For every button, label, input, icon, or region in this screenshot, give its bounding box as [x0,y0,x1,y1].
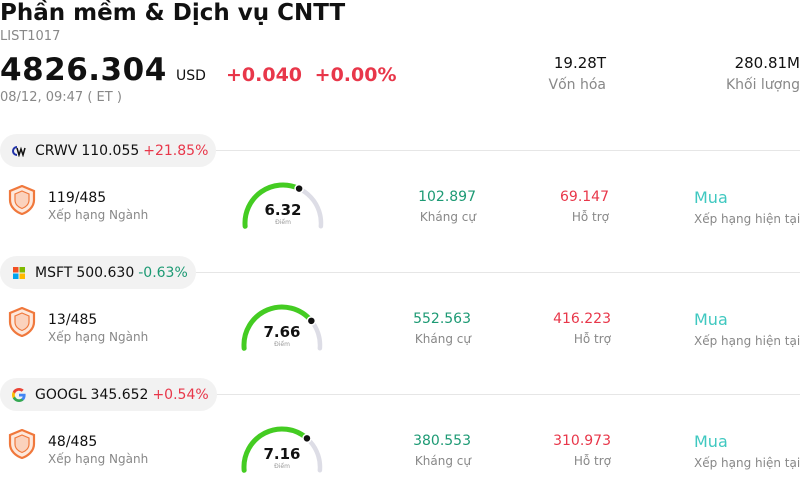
support-label: Hỗ trợ [573,332,611,346]
stock-header: GOOGL 345.652 +0.54% [0,378,800,412]
gauge-marker [294,183,304,194]
index-change: +0.040 +0.00% [226,64,397,86]
industry-rank: 119/485 [48,190,107,206]
shield-icon [8,307,36,337]
resistance-value: 102.897 [418,189,476,205]
support-block: 416.223 Hỗ trợ [553,311,611,346]
resistance-value: 552.563 [413,311,471,327]
rating-label: Xếp hạng hiện tại [694,456,800,470]
gauge-fill [241,304,314,351]
resistance-value: 380.553 [413,433,471,449]
score-label: Điểm [275,219,291,226]
score-value: 7.66 [263,323,301,341]
rating-label: Xếp hạng hiện tại [694,212,800,226]
resistance-label: Kháng cự [414,454,471,468]
rating-block: Mua Xếp hạng hiện tại [694,188,800,226]
change-value: +0.040 [226,64,303,86]
divider [0,394,800,395]
industry-rank-label: Xếp hạng Ngành [48,330,149,344]
stock-chip[interactable]: MSFT 500.630 -0.63% [0,256,196,289]
support-block: 69.147 Hỗ trợ [560,189,609,224]
volume-value: 280.81M [734,54,800,72]
rating-value: Mua [694,432,728,451]
rating-label: Xếp hạng hiện tại [694,334,800,348]
support-value: 416.223 [553,311,611,327]
stock-change: +0.54% [152,386,209,403]
gauge-fill [242,182,302,229]
rating-block: Mua Xếp hạng hiện tại [694,432,800,470]
volume-stat: 280.81M Khối lượng [726,54,800,93]
stock-header: MSFT 500.630 -0.63% [0,256,800,290]
stock-header: CRWV 110.055 +21.85% [0,134,800,168]
market-cap-stat: 19.28T Vốn hóa [549,54,606,93]
score-label: Điểm [274,463,290,470]
score-label: Điểm [274,341,290,348]
stock-price: 345.652 [90,386,149,403]
resistance-label: Kháng cự [419,210,476,224]
stock-ticker: GOOGL [35,386,87,403]
industry-rank-label: Xếp hạng Ngành [48,452,149,466]
stock-change: -0.63% [138,264,188,281]
divider [0,150,800,151]
gauge-fill [241,426,310,473]
support-label: Hỗ trợ [573,454,611,468]
rating-value: Mua [694,310,728,329]
market-cap-value: 19.28T [553,54,606,72]
stock-chip[interactable]: CRWV 110.055 +21.85% [0,134,217,167]
gauge-marker [306,316,317,326]
stock-ticker: CRWV [35,142,78,159]
timestamp: 08/12, 09:47 ( ET ) [0,90,122,105]
industry-rank: 48/485 [48,434,98,450]
market-cap-label: Vốn hóa [548,77,606,93]
index-price: 4826.304 [0,52,167,88]
support-value: 310.973 [553,433,611,449]
resistance-block: 380.553 Kháng cự [413,433,471,468]
currency-label: USD [176,68,206,84]
stock-price: 500.630 [76,264,135,281]
shield-icon [8,429,36,459]
industry-rank: 13/485 [48,312,98,328]
change-percent: +0.00% [314,64,397,86]
google-logo-icon [11,387,27,403]
list-code: LIST1017 [0,29,61,44]
resistance-label: Kháng cự [414,332,471,346]
score-value: 6.32 [264,201,302,219]
stock-price: 110.055 [81,142,140,159]
industry-rank-label: Xếp hạng Ngành [48,208,149,222]
gauge-marker [302,433,312,444]
score-gauge [241,304,323,351]
score-gauge [242,182,324,229]
divider [0,272,800,273]
support-value: 69.147 [560,189,609,205]
score-gauge [241,426,323,473]
volume-label: Khối lượng [725,77,800,93]
shield-icon [8,185,36,215]
resistance-block: 102.897 Kháng cự [418,189,476,224]
page-title: Phần mềm & Dịch vụ CNTT [0,0,346,26]
resistance-block: 552.563 Kháng cự [413,311,471,346]
rating-value: Mua [694,188,728,207]
support-label: Hỗ trợ [571,210,609,224]
support-block: 310.973 Hỗ trợ [553,433,611,468]
stock-change: +21.85% [143,142,209,159]
coreweave-logo-icon [11,143,27,159]
stock-ticker: MSFT [35,264,73,281]
score-value: 7.16 [263,445,301,463]
rating-block: Mua Xếp hạng hiện tại [694,310,800,348]
stock-chip[interactable]: GOOGL 345.652 +0.54% [0,378,217,411]
microsoft-logo-icon [11,265,27,281]
